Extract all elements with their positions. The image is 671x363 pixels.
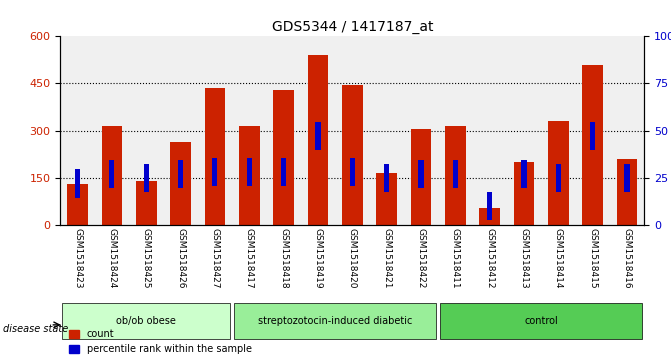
Bar <box>445 126 466 225</box>
Text: GSM1518415: GSM1518415 <box>588 228 597 289</box>
Bar <box>247 158 252 186</box>
Bar <box>342 85 362 225</box>
Bar <box>307 55 328 225</box>
Title: GDS5344 / 1417187_at: GDS5344 / 1417187_at <box>272 20 433 34</box>
Bar <box>144 164 149 192</box>
Text: GSM1518420: GSM1518420 <box>348 228 357 289</box>
Bar <box>350 158 355 186</box>
Text: GSM1518426: GSM1518426 <box>176 228 185 289</box>
Text: GSM1518416: GSM1518416 <box>623 228 631 289</box>
Bar <box>487 192 493 220</box>
Bar <box>178 160 183 188</box>
Text: streptozotocin-induced diabetic: streptozotocin-induced diabetic <box>258 316 412 326</box>
Bar <box>315 122 321 151</box>
Bar <box>101 126 122 225</box>
Bar <box>376 173 397 225</box>
Text: GSM1518425: GSM1518425 <box>142 228 151 289</box>
Text: GSM1518414: GSM1518414 <box>554 228 563 289</box>
Bar <box>411 129 431 225</box>
Text: GSM1518424: GSM1518424 <box>107 228 116 288</box>
Bar <box>453 160 458 188</box>
Bar <box>617 159 637 225</box>
Bar <box>556 164 561 192</box>
Text: GSM1518412: GSM1518412 <box>485 228 494 289</box>
Bar <box>170 142 191 225</box>
Bar <box>521 160 527 188</box>
Bar <box>514 162 534 225</box>
Text: GSM1518417: GSM1518417 <box>245 228 254 289</box>
Text: ob/ob obese: ob/ob obese <box>116 316 176 326</box>
Text: GSM1518427: GSM1518427 <box>211 228 219 289</box>
Legend: count, percentile rank within the sample: count, percentile rank within the sample <box>65 326 256 358</box>
Text: disease state: disease state <box>3 323 68 334</box>
FancyBboxPatch shape <box>62 303 230 339</box>
Bar <box>625 164 629 192</box>
Text: GSM1518418: GSM1518418 <box>279 228 288 289</box>
Text: GSM1518413: GSM1518413 <box>519 228 529 289</box>
Text: GSM1518422: GSM1518422 <box>417 228 425 288</box>
Text: GSM1518419: GSM1518419 <box>313 228 323 289</box>
Bar <box>109 160 115 188</box>
Bar <box>239 126 260 225</box>
Bar <box>582 65 603 225</box>
Bar <box>75 170 80 198</box>
Bar <box>281 158 286 186</box>
Bar <box>273 90 294 225</box>
Bar <box>479 208 500 225</box>
Text: control: control <box>524 316 558 326</box>
Bar <box>384 164 389 192</box>
FancyBboxPatch shape <box>234 303 436 339</box>
Bar <box>419 160 423 188</box>
Bar <box>205 88 225 225</box>
Bar <box>136 181 156 225</box>
Bar <box>212 158 217 186</box>
Text: GSM1518411: GSM1518411 <box>451 228 460 289</box>
FancyBboxPatch shape <box>440 303 642 339</box>
Bar <box>590 122 595 151</box>
Bar <box>548 121 568 225</box>
Text: GSM1518423: GSM1518423 <box>73 228 82 289</box>
Text: GSM1518421: GSM1518421 <box>382 228 391 289</box>
Bar <box>67 184 88 225</box>
